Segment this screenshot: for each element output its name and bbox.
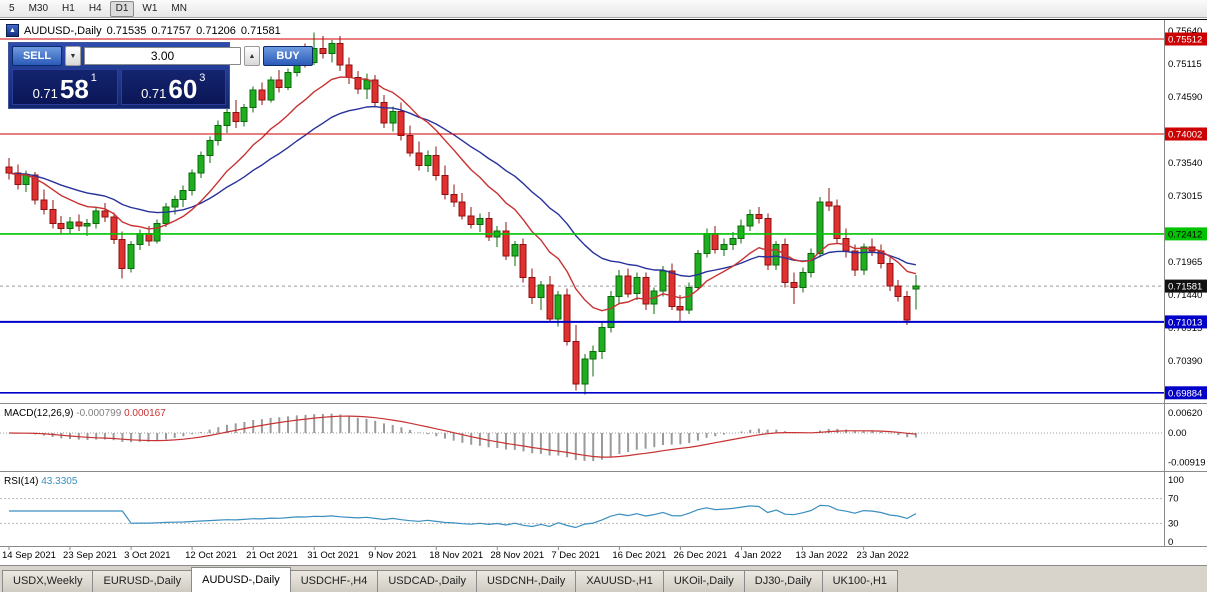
moving-average-lines: [8, 76, 917, 312]
one-click-trading-panel: SELL ▼ ▲ BUY 0.71 58 1 0.71 60 3: [8, 42, 313, 109]
macd-indicator: MACD(12,26,9) -0.000799 0.000167 0.00620 0…: [0, 408, 1206, 468]
svg-text:0.00: 0.00: [1168, 428, 1187, 439]
chart-tab-dj30-daily[interactable]: DJ30-,Daily: [743, 570, 823, 592]
svg-text:-0.00919: -0.00919: [1168, 457, 1206, 468]
timeframe-button-h4[interactable]: H4: [88, 2, 102, 14]
svg-text:13 Jan 2022: 13 Jan 2022: [796, 550, 848, 561]
svg-text:30: 30: [1168, 518, 1179, 529]
svg-text:28 Nov 2021: 28 Nov 2021: [490, 550, 544, 561]
pane-separators: [0, 19, 1207, 547]
svg-text:0.74002: 0.74002: [1168, 129, 1202, 140]
rsi-indicator: RSI(14) 43.3305 100 70 30 0: [0, 475, 1184, 548]
svg-text:0.75512: 0.75512: [1168, 35, 1202, 46]
svg-text:16 Dec 2021: 16 Dec 2021: [612, 550, 666, 561]
svg-text:0.71440: 0.71440: [1168, 290, 1202, 301]
buy-price-base: 0.71: [141, 86, 167, 101]
svg-text:26 Dec 2021: 26 Dec 2021: [673, 550, 727, 561]
svg-text:0.69884: 0.69884: [1168, 388, 1202, 399]
svg-text:0: 0: [1168, 537, 1173, 548]
trade-panel-prices: 0.71 58 1 0.71 60 3: [12, 69, 226, 105]
svg-text:0.70915: 0.70915: [1168, 323, 1202, 334]
trade-panel-controls: SELL ▼ ▲ BUY: [12, 46, 313, 66]
timeframe-button-h1[interactable]: H1: [62, 2, 75, 14]
svg-text:14 Sep 2021: 14 Sep 2021: [2, 550, 56, 561]
svg-text:31 Oct 2021: 31 Oct 2021: [307, 550, 359, 561]
svg-text:0.72412: 0.72412: [1168, 229, 1202, 240]
buy-price-display[interactable]: 0.71 60 3: [120, 69, 226, 105]
price-axis[interactable]: 0.75640 0.75115 0.74590 0.73540 0.73015 0.719…: [1168, 26, 1202, 367]
svg-text:0.74590: 0.74590: [1168, 92, 1202, 103]
svg-text:0.70390: 0.70390: [1168, 356, 1202, 367]
chart-tabs-bar: USDX,Weekly EURUSD-,Daily AUDUSD-,Daily USD…: [0, 565, 1207, 592]
chart-tab-ukoil-daily[interactable]: UKOil-,Daily: [662, 570, 745, 592]
svg-text:23 Jan 2022: 23 Jan 2022: [857, 550, 909, 561]
horizontal-level-lines[interactable]: [0, 38, 1164, 394]
svg-text:0.73015: 0.73015: [1168, 191, 1202, 202]
svg-text:0.75640: 0.75640: [1168, 26, 1202, 37]
sell-price-display[interactable]: 0.71 58 1: [12, 69, 118, 105]
price-axis-badges: 0.75512 0.74002 0.72412 0.71581 0.71013 0.698…: [1165, 32, 1207, 399]
chart-tab-uk100-h1[interactable]: UK100-,H1: [821, 570, 899, 592]
sell-button[interactable]: SELL: [12, 46, 62, 66]
volume-decrease-icon[interactable]: ▼: [65, 46, 81, 66]
svg-text:3 Oct 2021: 3 Oct 2021: [124, 550, 170, 561]
chart-tab-xauusd-h1[interactable]: XAUUSD-,H1: [575, 570, 664, 592]
buy-price-pips: 60: [168, 74, 198, 105]
timeframe-button-mn[interactable]: MN: [171, 2, 187, 14]
svg-text:0.71013: 0.71013: [1168, 317, 1202, 328]
sell-price-base: 0.71: [32, 86, 58, 101]
chart-tab-usdx-weekly[interactable]: USDX,Weekly: [2, 570, 94, 592]
timeframe-toolbar: 5 M30 H1 H4 D1 W1 MN: [0, 0, 1207, 18]
chart-tab-eurusd-daily[interactable]: EURUSD-,Daily: [92, 570, 193, 592]
sell-price-sup: 1: [90, 72, 97, 84]
price-chart[interactable]: 0.756400.751150.745900.735400.730150.719…: [0, 18, 1207, 565]
volume-increase-icon[interactable]: ▲: [244, 46, 260, 66]
svg-text:18 Nov 2021: 18 Nov 2021: [429, 550, 483, 561]
sell-price-pips: 58: [59, 74, 89, 105]
svg-text:21 Oct 2021: 21 Oct 2021: [246, 550, 298, 561]
chart-tab-usdcnh-daily[interactable]: USDCNH-,Daily: [475, 570, 577, 592]
svg-text:0.71965: 0.71965: [1168, 257, 1202, 268]
svg-text:0.75115: 0.75115: [1168, 59, 1202, 70]
timeframe-button-d1[interactable]: D1: [109, 0, 135, 17]
buy-price-sup: 3: [199, 72, 206, 84]
svg-text:0.73540: 0.73540: [1168, 158, 1202, 169]
svg-text:0.71581: 0.71581: [1168, 282, 1202, 293]
timeframe-button-m30[interactable]: M30: [28, 2, 49, 14]
date-axis[interactable]: 14 Sep 2021 23 Sep 2021 3 Oct 2021 12 Oct 2…: [2, 546, 909, 561]
svg-text:9 Nov 2021: 9 Nov 2021: [368, 550, 417, 561]
chart-tab-usdcad-daily[interactable]: USDCAD-,Daily: [377, 570, 477, 592]
buy-button[interactable]: BUY: [263, 46, 313, 66]
candlestick-series: [5, 32, 920, 395]
chart-tab-usdchf-h4[interactable]: USDCHF-,H4: [289, 570, 379, 592]
svg-text:70: 70: [1168, 494, 1179, 505]
svg-text:0.00620: 0.00620: [1168, 408, 1202, 419]
timeframe-button-5[interactable]: 5: [9, 2, 15, 14]
chart-area[interactable]: 0.75640 0.75115 0.74590 0.73540 0.73015 0.719…: [0, 18, 1207, 565]
volume-input[interactable]: [84, 47, 241, 65]
svg-text:12 Oct 2021: 12 Oct 2021: [185, 550, 237, 561]
svg-text:23 Sep 2021: 23 Sep 2021: [63, 550, 117, 561]
timeframe-button-w1[interactable]: W1: [142, 2, 158, 14]
chart-tab-audusd-daily[interactable]: AUDUSD-,Daily: [191, 567, 291, 592]
svg-text:100: 100: [1168, 475, 1184, 486]
svg-text:7 Dec 2021: 7 Dec 2021: [551, 550, 600, 561]
rsi-label: RSI(14) 43.3305: [4, 476, 78, 487]
macd-label: MACD(12,26,9) -0.000799 0.000167: [4, 408, 166, 419]
svg-text:4 Jan 2022: 4 Jan 2022: [734, 550, 781, 561]
